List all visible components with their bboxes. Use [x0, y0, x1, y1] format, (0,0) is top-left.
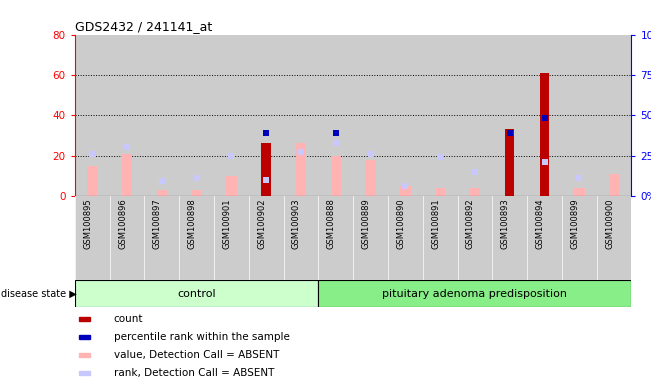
Text: GSM100901: GSM100901	[223, 199, 231, 249]
Text: GSM100900: GSM100900	[605, 199, 614, 249]
Text: GSM100896: GSM100896	[118, 199, 127, 249]
Text: GSM100897: GSM100897	[153, 199, 162, 249]
Bar	[79, 317, 90, 321]
Bar	[122, 154, 132, 196]
Text: GSM100898: GSM100898	[187, 199, 197, 249]
Text: GSM100899: GSM100899	[570, 199, 579, 249]
Text: GSM100889: GSM100889	[361, 199, 370, 249]
Bar	[226, 176, 236, 196]
Text: value, Detection Call = ABSENT: value, Detection Call = ABSENT	[114, 350, 279, 360]
Bar	[318, 280, 631, 307]
Text: GSM100893: GSM100893	[501, 199, 510, 249]
Text: GSM100891: GSM100891	[431, 199, 440, 249]
Bar	[191, 190, 202, 196]
Bar	[435, 188, 445, 196]
Bar	[79, 353, 90, 357]
Bar	[87, 166, 98, 196]
Text: rank, Detection Call = ABSENT: rank, Detection Call = ABSENT	[114, 368, 274, 378]
Text: GSM100903: GSM100903	[292, 199, 301, 249]
Bar	[470, 188, 480, 196]
Bar	[609, 174, 619, 196]
Text: percentile rank within the sample: percentile rank within the sample	[114, 332, 290, 342]
Text: GSM100892: GSM100892	[466, 199, 475, 249]
Bar	[331, 156, 341, 196]
Text: GSM100890: GSM100890	[396, 199, 406, 249]
Bar	[262, 144, 271, 196]
Text: GSM100895: GSM100895	[83, 199, 92, 249]
Bar	[540, 73, 549, 196]
Bar	[365, 160, 376, 196]
Text: count: count	[114, 314, 143, 324]
Bar	[574, 188, 585, 196]
Text: GSM100894: GSM100894	[536, 199, 544, 249]
Bar	[75, 280, 318, 307]
Bar	[296, 144, 306, 196]
Bar	[400, 186, 411, 196]
Bar	[79, 335, 90, 339]
Text: GSM100902: GSM100902	[257, 199, 266, 249]
Text: disease state ▶: disease state ▶	[1, 289, 77, 299]
Bar	[505, 129, 514, 196]
Bar	[157, 190, 167, 196]
Text: GDS2432 / 241141_at: GDS2432 / 241141_at	[75, 20, 212, 33]
Bar	[79, 371, 90, 375]
Text: pituitary adenoma predisposition: pituitary adenoma predisposition	[382, 289, 568, 299]
Bar	[261, 190, 271, 196]
Text: control: control	[177, 289, 216, 299]
Text: GSM100888: GSM100888	[327, 199, 336, 249]
